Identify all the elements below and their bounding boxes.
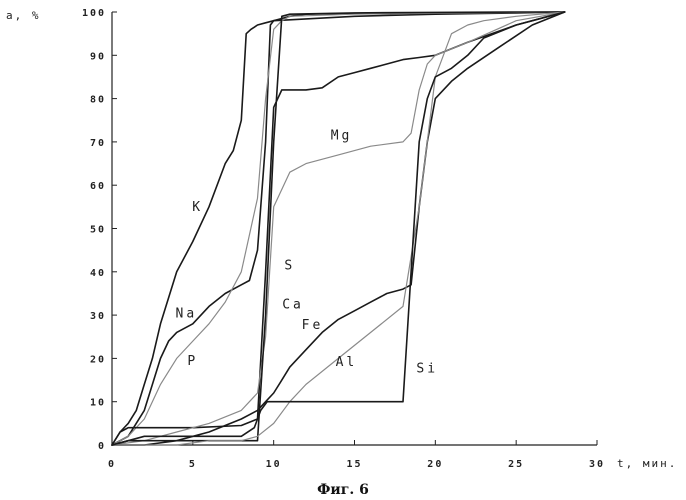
series-label-k: K: [192, 200, 203, 215]
series-label-p: P: [187, 354, 198, 369]
x-tick-label: 30: [589, 459, 605, 470]
series-line-ca: [112, 12, 565, 445]
series-labels: K Na P Ca Mg S Fe Al Si: [176, 129, 439, 377]
x-tick-label: 15: [346, 459, 362, 470]
series-label-fe: Fe: [302, 318, 324, 333]
y-axis-label: a, %: [6, 9, 41, 22]
y-tick-label: 40: [90, 268, 106, 279]
series-label-ca: Ca: [282, 298, 304, 313]
y-tick-label: 20: [90, 354, 106, 365]
x-tick-label: 0: [108, 459, 116, 470]
series-label-na: Na: [176, 306, 198, 321]
y-tick-label: 60: [90, 181, 106, 192]
y-tick-label: 30: [90, 311, 106, 322]
y-tick-label: 10: [90, 398, 106, 409]
y-tick-label: 0: [98, 441, 106, 452]
series-lines: [112, 12, 565, 445]
y-tick-label: 70: [90, 138, 106, 149]
y-tick-label: 90: [90, 51, 106, 62]
series-label-mg: Mg: [331, 129, 353, 144]
x-tick-label: 25: [508, 459, 524, 470]
y-tick-label: 50: [90, 225, 106, 236]
x-tick-label: 20: [427, 459, 443, 470]
y-tick-label: 80: [90, 95, 106, 106]
x-tick-label: 10: [266, 459, 282, 470]
x-axis-label: t, мин.: [617, 457, 677, 470]
series-label-al: Al: [336, 355, 358, 370]
x-tick-label: 5: [189, 459, 197, 470]
y-tick-label: 100: [82, 8, 106, 19]
axes: [112, 12, 597, 445]
series-label-si: Si: [416, 361, 438, 376]
series-label-s: S: [284, 259, 295, 274]
figure-caption: Фиг. 6: [317, 482, 369, 498]
